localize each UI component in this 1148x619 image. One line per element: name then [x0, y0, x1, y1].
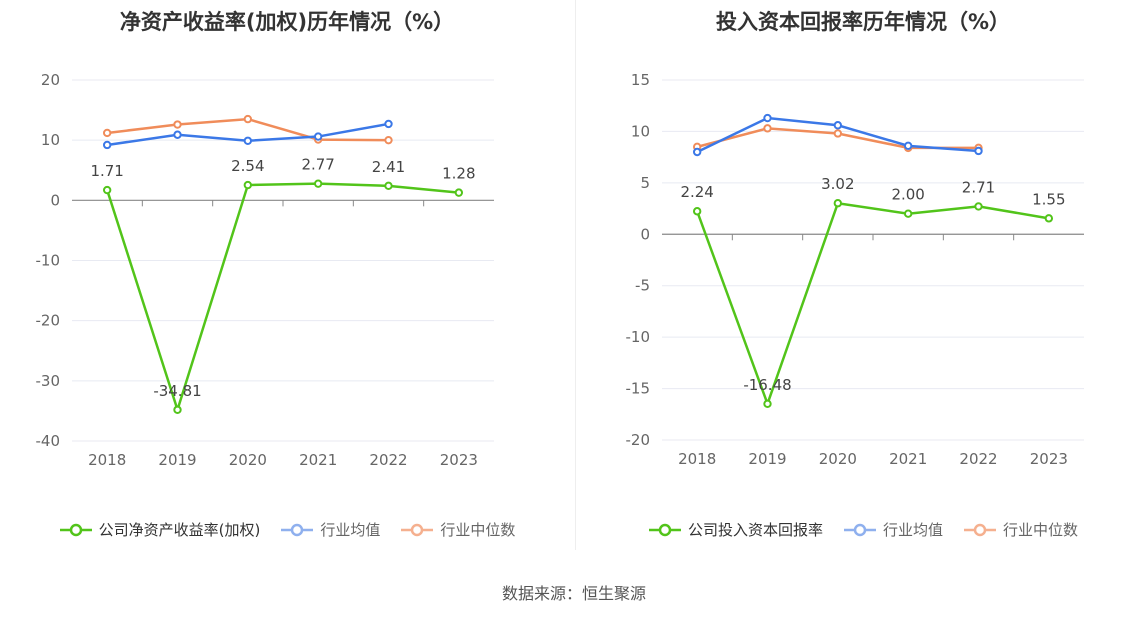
data-point-company: [313, 179, 323, 188]
data-point-avg: [692, 147, 702, 157]
data-label: -34.81: [153, 382, 201, 400]
legend-label: 公司净资产收益率(加权): [98, 521, 261, 539]
data-point-median: [763, 124, 772, 133]
data-label: 2.54: [231, 157, 264, 175]
data-point-avg: [384, 119, 393, 129]
x-tick-label: 2021: [889, 450, 927, 468]
data-point-avg: [313, 132, 323, 141]
data-point-company: [173, 405, 182, 414]
data-point-company: [1044, 214, 1054, 223]
legend-label: 行业均值: [320, 521, 381, 539]
x-tick-label: 2020: [229, 451, 267, 469]
data-point-median: [102, 128, 112, 138]
legend-line-marker-icon: [964, 523, 996, 536]
x-tick-label: 2022: [959, 450, 997, 468]
series-line-company: [105, 182, 459, 414]
data-point-median: [243, 114, 253, 124]
roe-chart-svg: 20 10 0 -10 -20 -30 -40 2018 2019 2020 2021 2022 202…: [36, 71, 494, 469]
y-tick-label: -5: [635, 277, 650, 295]
y-tick-label: 0: [640, 225, 650, 243]
y-tick-label: -40: [36, 432, 61, 450]
x-tick-label: 2021: [299, 451, 337, 469]
legend-line-marker-icon: [401, 523, 434, 536]
legend-item-company[interactable]: 公司净资产收益率(加权): [59, 519, 261, 540]
data-point-company: [974, 202, 983, 211]
panel-divider: [575, 0, 576, 550]
legend-item-median[interactable]: 行业中位数: [963, 519, 1078, 540]
data-label: 1.55: [1032, 190, 1065, 208]
data-point-median: [173, 120, 182, 129]
legend-label: 行业中位数: [440, 521, 516, 539]
data-label: -16.48: [743, 376, 791, 394]
data-label: 1.71: [90, 162, 123, 180]
legend-label: 行业均值: [882, 521, 943, 539]
data-point-avg: [974, 146, 983, 156]
chart-title: 净资产收益率(加权)历年情况（%）: [119, 10, 455, 34]
data-point-avg: [173, 130, 182, 139]
legend-label: 行业中位数: [1003, 521, 1079, 539]
legend-line-marker-icon: [281, 523, 314, 536]
roe-chart-panel: 净资产收益率(加权)历年情况（%） 20 10 0 -10 -20 -30 -40 2018 2…: [0, 0, 574, 560]
data-point-avg: [833, 121, 843, 130]
legend-item-avg[interactable]: 行业均值: [280, 519, 380, 540]
x-tick-label: 2022: [369, 451, 407, 469]
legend-line-marker-icon: [59, 523, 92, 536]
data-point-avg: [243, 136, 253, 145]
y-tick-label: 5: [640, 174, 650, 192]
y-tick-label: 10: [631, 122, 650, 140]
x-tick-label: 2018: [88, 451, 126, 469]
data-label: 2.77: [301, 156, 334, 174]
legend-line-marker-icon: [648, 523, 681, 536]
roic-chart-panel: 投入资本回报率历年情况（%） 15 10 5 0 -5 -10 -15 -20 2018 2019…: [576, 0, 1148, 560]
data-point-company: [102, 185, 112, 195]
legend-item-company[interactable]: 公司投入资本回报率: [648, 519, 823, 540]
y-tick-label: -20: [626, 431, 651, 449]
x-tick-label: 2019: [158, 451, 196, 469]
y-tick-label: 0: [50, 191, 60, 209]
chart-legend: 公司投入资本回报率 行业均值 行业中位数: [576, 519, 1148, 540]
x-tick-label: 2019: [748, 450, 786, 468]
x-tick-label: 2023: [440, 451, 478, 469]
data-label: 3.02: [821, 175, 854, 193]
y-tick-label: 20: [41, 71, 60, 89]
data-label: 1.28: [442, 165, 475, 183]
y-tick-label: -10: [36, 252, 61, 270]
y-tick-label: -20: [36, 312, 61, 330]
data-point-avg: [903, 141, 913, 151]
data-point-company: [384, 181, 393, 191]
data-point-company: [243, 180, 253, 190]
data-point-company: [833, 199, 843, 208]
chart-title: 投入资本回报率历年情况（%）: [715, 10, 1011, 34]
y-tick-label: 10: [41, 131, 60, 149]
data-point-company: [763, 399, 772, 408]
y-tick-label: -15: [626, 380, 651, 398]
data-point-company: [903, 209, 913, 218]
roic-chart-svg: 15 10 5 0 -5 -10 -15 -20 2018 2019 2020 2021 2022 202…: [626, 71, 1084, 468]
chart-legend: 公司净资产收益率(加权) 行业均值 行业中位数: [0, 519, 574, 540]
data-label: 2.00: [891, 186, 924, 204]
data-label: 2.71: [962, 178, 995, 196]
data-source-note: 数据来源：恒生聚源: [501, 584, 646, 603]
data-label: 2.41: [372, 158, 405, 176]
series-line-company: [695, 201, 1050, 408]
legend-item-median[interactable]: 行业中位数: [400, 519, 515, 540]
data-point-company: [692, 207, 702, 216]
data-point-median: [384, 135, 393, 145]
y-tick-label: 15: [631, 71, 650, 89]
x-tick-label: 2020: [819, 450, 857, 468]
data-point-median: [833, 129, 843, 138]
legend-label: 公司投入资本回报率: [687, 521, 823, 539]
x-tick-label: 2023: [1030, 450, 1068, 468]
y-tick-label: -30: [36, 372, 61, 390]
data-point-avg: [102, 140, 112, 150]
legend-line-marker-icon: [843, 523, 876, 536]
legend-item-avg[interactable]: 行业均值: [843, 519, 943, 540]
data-point-avg: [763, 113, 772, 123]
data-point-company: [454, 188, 464, 197]
data-label: 2.24: [680, 183, 713, 201]
y-tick-label: -10: [626, 328, 651, 346]
x-tick-label: 2018: [678, 450, 716, 468]
